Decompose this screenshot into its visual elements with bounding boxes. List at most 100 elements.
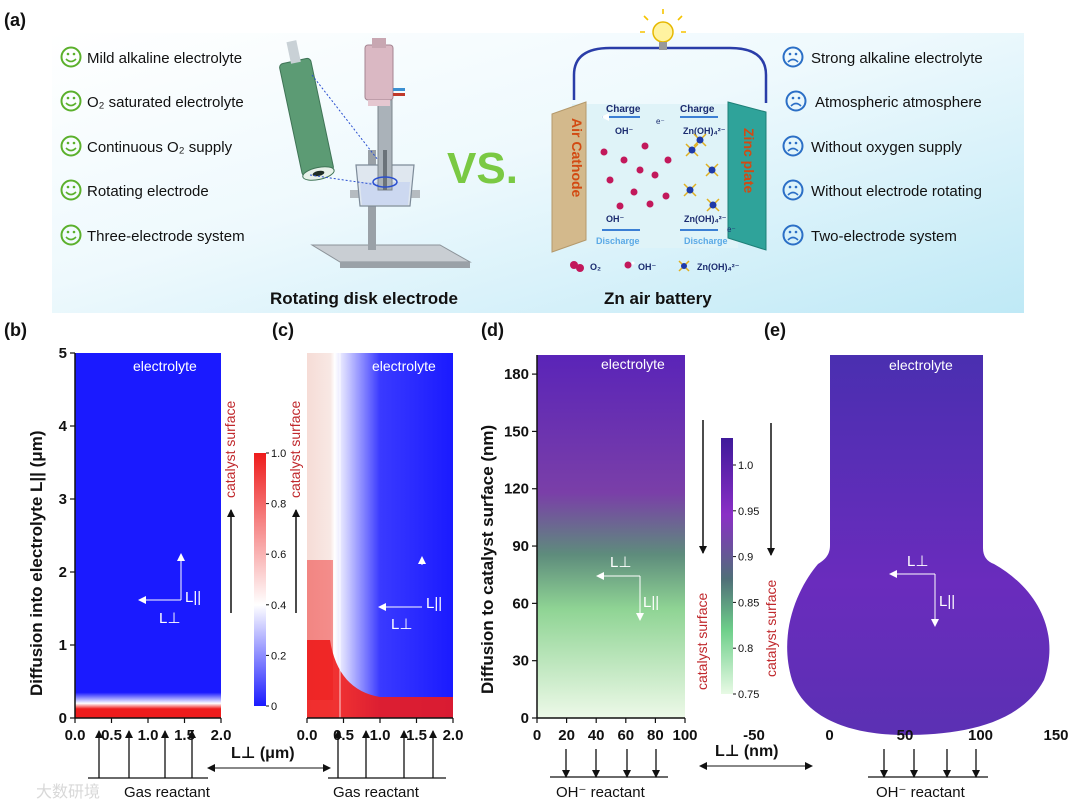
smiley-icon	[60, 224, 82, 246]
catalyst-surface-label: catalyst surface	[287, 401, 303, 498]
x-tick-label: 0.5	[333, 727, 354, 744]
l-parallel-label: L||	[939, 593, 955, 610]
discharge-label: Discharge	[596, 236, 640, 246]
panel-d-label: (d)	[481, 320, 504, 340]
x-tick-label: 1.0	[370, 727, 391, 744]
colorbar-tick-label: 1.0	[271, 448, 286, 460]
colorbar-tick-label: 0.95	[738, 506, 759, 518]
x-tick-label: 0.0	[297, 727, 318, 744]
zinc-plate-label: Zinc plate	[741, 128, 757, 194]
electrolyte-label: electrolyte	[601, 356, 665, 372]
battery-legend: O₂ OH⁻ Zn(OH)₄²⁻	[570, 260, 740, 272]
l-perp-label: L⊥	[907, 553, 928, 570]
x-tick-label: 0.0	[65, 727, 86, 744]
y-tick-label: 2	[59, 564, 67, 581]
catalyst-surface-label: catalyst surface	[222, 401, 238, 498]
rde-title: Rotating disk electrode	[270, 289, 458, 308]
catalyst-surface-label: catalyst surface	[694, 593, 710, 690]
panel-e-reactant-arrows	[868, 749, 988, 778]
y-tick-label: 1	[59, 637, 67, 654]
rde-feature: Continuous O₂ supply	[87, 139, 233, 156]
y-tick-label: 150	[504, 423, 529, 440]
panel-b-reactant-arrows	[88, 730, 208, 779]
electrolyte-label: electrolyte	[372, 358, 436, 374]
x-tick-label: 100	[968, 727, 993, 744]
y-tick-label: 60	[512, 595, 529, 612]
panel-b: (b) electrolyte L|| L⊥ 0.0 0.5 1.0 1.5 2.001…	[4, 320, 286, 801]
smiley-icon	[60, 46, 82, 68]
colorbar-bc-ticks: 0 0.2 0.4 0.6 0.8 1.0	[266, 448, 286, 713]
panel-e-label: (e)	[764, 320, 786, 340]
panel-d-reactant-arrows	[550, 749, 668, 778]
catalyst-surface-label: catalyst surface	[763, 580, 779, 677]
x-tick-label: 80	[647, 727, 664, 744]
rde-feature: Rotating electrode	[87, 183, 209, 200]
battery-feature: Strong alkaline electrolyte	[811, 50, 983, 67]
panel-c-reactant-arrows	[328, 730, 446, 779]
y-tick-label: 120	[504, 481, 529, 498]
zincate-label: Zn(OH)₄²⁻	[684, 214, 727, 224]
y-tick-label: 0	[59, 710, 67, 727]
panel-d-axes: 0 20 40 60 80 100 0 30 60 90 120 150 180	[504, 355, 698, 744]
vs-text: VS.	[447, 144, 518, 193]
frown-icon	[782, 135, 804, 157]
x-tick-label: 40	[588, 727, 605, 744]
light-bulb-icon	[640, 9, 686, 50]
x-tick-label: -50	[743, 727, 765, 744]
l-perp-label: L⊥	[159, 610, 180, 627]
y-tick-label: 3	[59, 491, 67, 508]
x-tick-label: 1.5	[406, 727, 427, 744]
colorbar-tick-label: 0.2	[271, 650, 286, 662]
frown-icon	[782, 46, 804, 68]
panel-e-axes: -50 0 50 100 150	[743, 727, 1068, 744]
smiley-icon	[60, 135, 82, 157]
y-axis-label: Diffusion into electrolyte L|| (μm)	[27, 431, 46, 696]
battery-feature: Two-electrode system	[811, 228, 957, 245]
charge-label: Charge	[606, 104, 641, 115]
colorbar-tick-label: 0.6	[271, 549, 286, 561]
rde-feature: Mild alkaline electrolyte	[87, 50, 242, 67]
y-tick-label: 5	[59, 345, 67, 362]
electron-label: e⁻	[656, 117, 665, 126]
x-axis-label-nm: L⊥ (nm)	[715, 743, 779, 760]
colorbar-tick-label: 0.4	[271, 600, 286, 612]
y-tick-label: 180	[504, 366, 529, 383]
panel-a-background	[52, 33, 1024, 313]
discharge-label: Discharge	[684, 236, 728, 246]
l-parallel-label: L||	[185, 589, 201, 606]
panel-c-label: (c)	[272, 320, 294, 340]
zincate-label: Zn(OH)₄²⁻	[683, 126, 726, 136]
zincate-particles	[683, 133, 720, 212]
reactant-label: OH⁻ reactant	[556, 784, 646, 801]
battery-title: Zn air battery	[604, 289, 712, 308]
panel-d: (d) electrolyte L⊥ L|| 0 20 40 60 80 100 0 30 60…	[478, 320, 759, 801]
frown-icon	[782, 224, 804, 246]
colorbar-de	[721, 438, 733, 694]
battery-feature-list: Strong alkaline electrolyte Atmospheric …	[782, 46, 983, 246]
colorbar-tick-label: 0.85	[738, 597, 759, 609]
panel-b-label: (b)	[4, 320, 27, 340]
oh-particles	[600, 142, 672, 210]
y-tick-label: 30	[512, 653, 529, 670]
x-tick-label: 100	[672, 727, 697, 744]
smiley-icon	[60, 90, 82, 112]
panel-c: (c) electrolyte L|| L⊥ 0.0 0.5 1.0 1.5 2.0 c…	[272, 320, 463, 801]
reactant-label: Gas reactant	[124, 784, 211, 801]
frown-icon	[782, 179, 804, 201]
colorbar-de-ticks: 0.75 0.8 0.85 0.9 0.95 1.0	[733, 460, 759, 701]
electrolyte-label: electrolyte	[133, 358, 197, 374]
l-parallel-label: L||	[643, 594, 659, 611]
panel-b-heatmap	[75, 353, 221, 718]
x-axis-label-um: L⊥ (μm)	[231, 745, 295, 762]
legend-zincate: Zn(OH)₄²⁻	[697, 262, 740, 272]
panel-e: (e) electrolyte L⊥ L|| catalyst surface …	[743, 320, 1068, 801]
x-tick-label: 2.0	[211, 727, 232, 744]
zn-air-battery-illustration: Air Cathode Zinc plate Charge Charge OH⁻…	[551, 9, 768, 272]
reactant-label: Gas reactant	[333, 784, 420, 801]
electron-label: e⁻	[727, 225, 736, 234]
panel-a-label: (a)	[4, 10, 26, 30]
oh-label: OH⁻	[606, 214, 625, 224]
l-perp-label: L⊥	[391, 616, 412, 633]
panel-c-axes: 0.0 0.5 1.0 1.5 2.0	[297, 717, 463, 744]
